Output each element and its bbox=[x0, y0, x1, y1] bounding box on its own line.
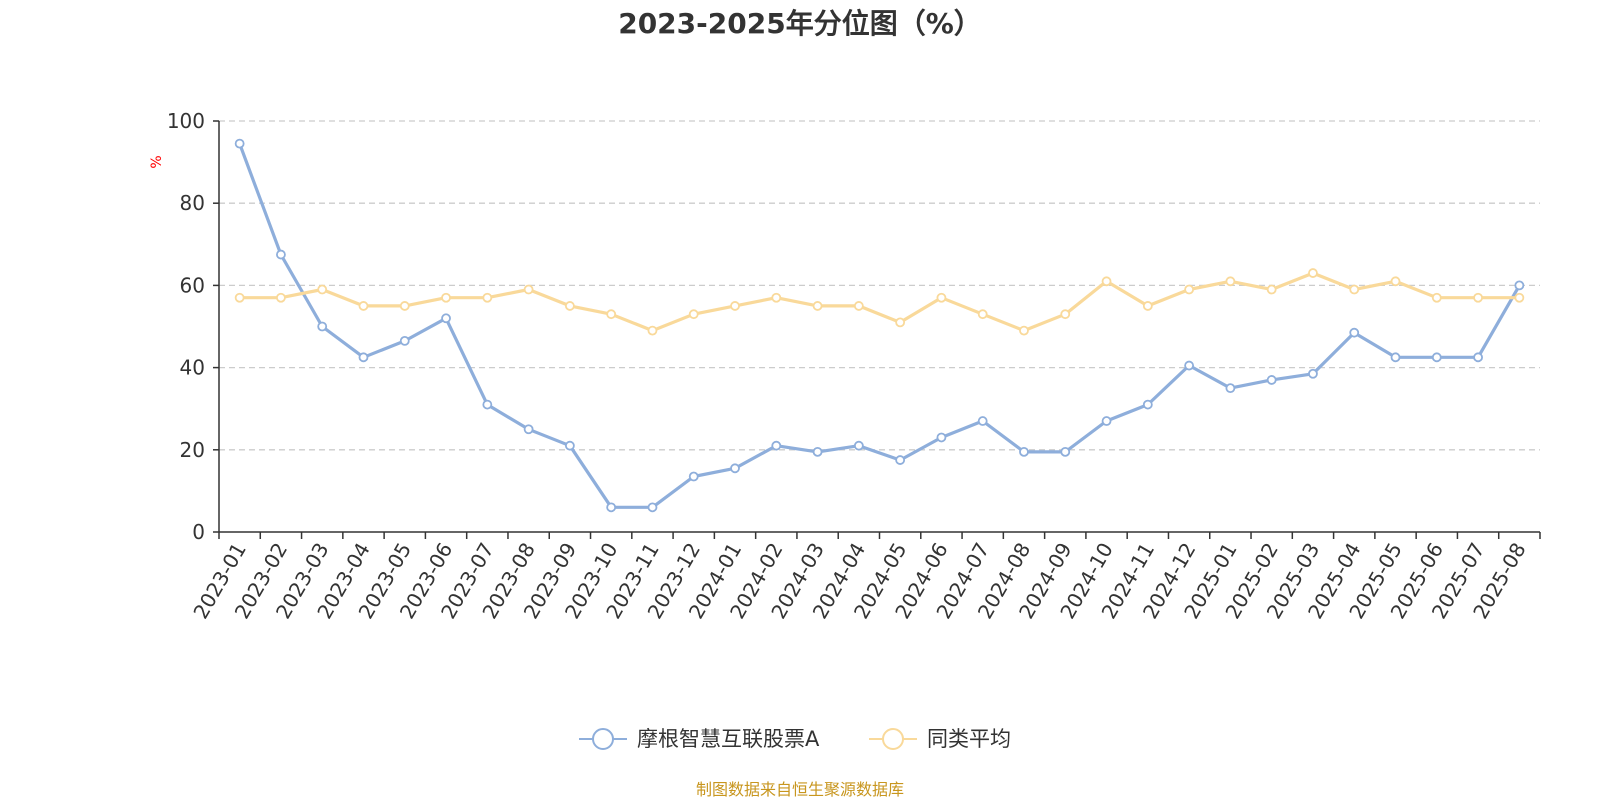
legend-label-series-0: 摩根智慧互联股票A bbox=[637, 727, 820, 751]
data-point bbox=[936, 292, 947, 303]
data-point bbox=[317, 321, 328, 332]
y-tick-label: 60 bbox=[180, 273, 205, 297]
y-tick-label: 40 bbox=[180, 356, 205, 380]
data-point bbox=[1266, 375, 1277, 385]
data-point bbox=[771, 292, 782, 303]
data-point bbox=[564, 301, 575, 311]
series-line bbox=[238, 142, 1522, 509]
data-point bbox=[1142, 399, 1153, 410]
data-point bbox=[812, 446, 823, 457]
data-point bbox=[234, 292, 245, 303]
source-text: 制图数据来自恒生聚源数据库 bbox=[696, 780, 904, 799]
data-point bbox=[895, 317, 906, 328]
data-point bbox=[812, 301, 823, 311]
data-point bbox=[358, 352, 369, 363]
data-point bbox=[1431, 352, 1442, 363]
x-axis-ticks: 2023-012023-022023-032023-042023-052023-… bbox=[188, 532, 1541, 623]
legend: 摩根智慧互联股票A 同类平均 bbox=[579, 727, 1011, 751]
series-group bbox=[234, 138, 1525, 513]
data-point bbox=[606, 309, 617, 320]
data-point bbox=[977, 309, 988, 320]
data-point bbox=[234, 138, 245, 149]
legend-item-series-0[interactable]: 摩根智慧互联股票A bbox=[579, 727, 820, 751]
data-point bbox=[1390, 352, 1401, 363]
data-point bbox=[1266, 284, 1277, 295]
y-axis-ticks: 0 20 40 60 80 100 bbox=[167, 109, 219, 544]
y-tick-label: 100 bbox=[167, 109, 205, 133]
data-point bbox=[936, 432, 947, 443]
data-point bbox=[523, 284, 534, 295]
data-point bbox=[1308, 368, 1318, 379]
legend-swatch-marker bbox=[592, 728, 614, 750]
chart-title: 2023-2025年分位图（%） bbox=[618, 7, 982, 40]
data-point bbox=[1142, 301, 1153, 311]
y-axis-unit-label: % bbox=[149, 155, 165, 168]
data-point bbox=[647, 325, 658, 336]
series-line bbox=[238, 271, 1522, 333]
data-point bbox=[1225, 276, 1236, 287]
data-point bbox=[606, 502, 617, 513]
data-point bbox=[853, 301, 864, 311]
data-point bbox=[1184, 284, 1195, 295]
y-tick-label: 20 bbox=[180, 438, 205, 462]
data-point bbox=[441, 313, 451, 324]
legend-item-series-1[interactable]: 同类平均 bbox=[869, 727, 1011, 751]
data-point bbox=[358, 301, 369, 311]
data-point bbox=[276, 249, 286, 260]
data-point bbox=[1431, 292, 1442, 303]
data-point bbox=[688, 309, 699, 320]
data-point bbox=[1019, 325, 1029, 336]
data-point bbox=[482, 292, 493, 303]
axes bbox=[218, 121, 1540, 533]
data-point bbox=[1473, 352, 1483, 363]
data-point bbox=[1308, 268, 1318, 278]
data-point bbox=[1101, 416, 1112, 426]
y-tick-label: 80 bbox=[180, 191, 205, 215]
series-1 bbox=[234, 268, 1525, 336]
data-point bbox=[1060, 446, 1071, 457]
data-point bbox=[1019, 446, 1029, 457]
data-point bbox=[1349, 327, 1360, 338]
data-point bbox=[399, 301, 410, 311]
legend-label-series-1: 同类平均 bbox=[927, 727, 1011, 751]
data-point bbox=[441, 292, 451, 303]
data-point bbox=[399, 335, 410, 346]
data-point bbox=[977, 416, 988, 426]
data-point bbox=[730, 463, 740, 474]
data-point bbox=[1390, 276, 1401, 287]
data-point bbox=[895, 455, 906, 465]
data-point bbox=[564, 440, 575, 451]
data-point bbox=[1060, 309, 1071, 320]
data-point bbox=[647, 502, 658, 513]
data-point bbox=[1101, 276, 1112, 287]
data-point bbox=[317, 284, 328, 295]
data-point bbox=[1184, 360, 1195, 371]
data-point bbox=[1349, 284, 1360, 295]
data-point bbox=[771, 440, 782, 451]
data-point bbox=[1514, 280, 1525, 291]
data-point bbox=[1473, 292, 1483, 303]
y-tick-label: 0 bbox=[192, 520, 205, 544]
data-point bbox=[482, 399, 493, 410]
series-0 bbox=[234, 138, 1525, 513]
data-point bbox=[276, 292, 286, 303]
data-point bbox=[1514, 292, 1525, 303]
data-point bbox=[688, 471, 699, 482]
data-point bbox=[730, 301, 740, 311]
data-point bbox=[523, 424, 534, 435]
data-point bbox=[1225, 383, 1236, 394]
legend-swatch-marker bbox=[882, 728, 904, 750]
data-point bbox=[853, 440, 864, 451]
